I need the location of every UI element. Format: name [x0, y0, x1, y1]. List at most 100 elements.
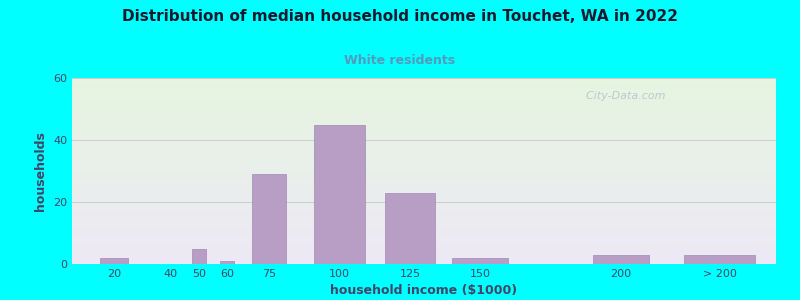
Bar: [72, 85, 776, 87]
Bar: [72, 95, 776, 97]
Bar: [72, 249, 776, 251]
Bar: [72, 110, 776, 112]
Bar: [385, 193, 435, 264]
Bar: [72, 190, 776, 191]
Bar: [72, 132, 776, 134]
Bar: [72, 108, 776, 109]
Bar: [72, 216, 776, 218]
Bar: [72, 158, 776, 160]
Bar: [72, 156, 776, 158]
Bar: [72, 202, 776, 205]
Bar: [72, 184, 776, 186]
Bar: [72, 255, 776, 256]
Bar: [72, 80, 776, 82]
Bar: [72, 145, 776, 147]
X-axis label: household income ($1000): household income ($1000): [330, 284, 518, 297]
Bar: [72, 143, 776, 145]
Bar: [72, 113, 776, 115]
Bar: [72, 126, 776, 128]
Bar: [72, 89, 776, 91]
Bar: [72, 242, 776, 244]
Bar: [192, 248, 206, 264]
Bar: [72, 117, 776, 119]
Bar: [72, 205, 776, 206]
Bar: [72, 177, 776, 178]
Bar: [72, 219, 776, 221]
Bar: [72, 232, 776, 234]
Bar: [685, 255, 755, 264]
Bar: [72, 128, 776, 130]
Bar: [72, 197, 776, 199]
Bar: [72, 229, 776, 230]
Bar: [72, 188, 776, 190]
Bar: [72, 206, 776, 208]
Y-axis label: households: households: [34, 131, 47, 211]
Bar: [72, 182, 776, 184]
Bar: [72, 195, 776, 197]
Bar: [72, 258, 776, 260]
Bar: [72, 91, 776, 93]
Bar: [72, 162, 776, 164]
Bar: [72, 230, 776, 232]
Bar: [72, 136, 776, 137]
Bar: [72, 134, 776, 136]
Bar: [72, 262, 776, 264]
Bar: [72, 164, 776, 165]
Bar: [72, 238, 776, 240]
Bar: [72, 152, 776, 154]
Bar: [72, 256, 776, 258]
Bar: [72, 218, 776, 219]
Bar: [72, 123, 776, 124]
Bar: [72, 102, 776, 104]
Bar: [72, 193, 776, 195]
Bar: [72, 253, 776, 255]
Bar: [72, 78, 776, 80]
Bar: [72, 84, 776, 85]
Bar: [72, 191, 776, 193]
Bar: [72, 260, 776, 262]
Bar: [72, 169, 776, 171]
Bar: [72, 104, 776, 106]
Bar: [593, 255, 650, 264]
Bar: [72, 175, 776, 177]
Bar: [72, 251, 776, 253]
Bar: [72, 178, 776, 180]
Bar: [72, 227, 776, 229]
Bar: [72, 151, 776, 152]
Bar: [72, 160, 776, 162]
Bar: [72, 100, 776, 102]
Bar: [314, 124, 365, 264]
Bar: [72, 119, 776, 121]
Bar: [72, 124, 776, 126]
Bar: [72, 154, 776, 156]
Bar: [72, 214, 776, 216]
Bar: [72, 121, 776, 123]
Bar: [72, 137, 776, 140]
Bar: [72, 167, 776, 169]
Bar: [72, 186, 776, 188]
Bar: [72, 221, 776, 223]
Bar: [72, 165, 776, 167]
Bar: [72, 244, 776, 245]
Bar: [100, 258, 128, 264]
Bar: [72, 180, 776, 182]
Bar: [72, 210, 776, 212]
Bar: [452, 258, 509, 264]
Bar: [72, 106, 776, 108]
Bar: [72, 115, 776, 117]
Bar: [72, 201, 776, 203]
Bar: [72, 82, 776, 84]
Bar: [72, 87, 776, 89]
Bar: [72, 149, 776, 151]
Text: White residents: White residents: [345, 54, 455, 67]
Bar: [72, 171, 776, 173]
Bar: [72, 141, 776, 143]
Bar: [72, 208, 776, 210]
Bar: [72, 140, 776, 141]
Bar: [72, 97, 776, 98]
Bar: [72, 199, 776, 201]
Bar: [72, 130, 776, 132]
Bar: [72, 240, 776, 242]
Bar: [72, 225, 776, 227]
Bar: [72, 234, 776, 236]
